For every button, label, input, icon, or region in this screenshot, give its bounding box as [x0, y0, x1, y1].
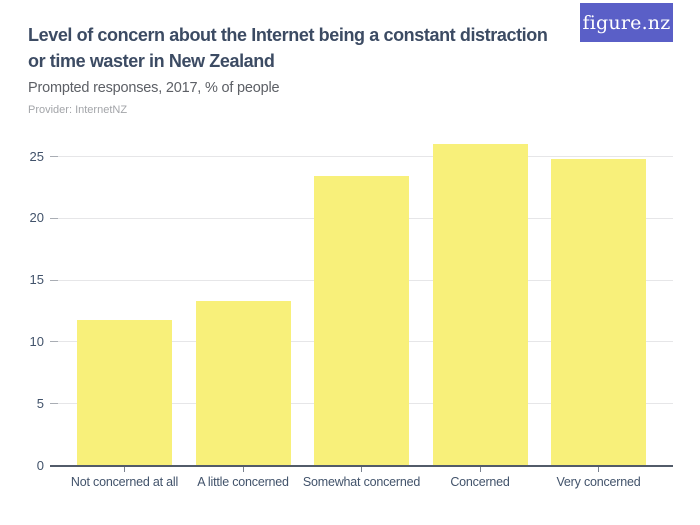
x-axis-line — [50, 464, 673, 467]
y-axis-label-25: 25 — [29, 148, 44, 164]
provider-label: Provider: InternetNZ — [28, 104, 128, 116]
x-axis-tick-0 — [124, 466, 125, 472]
figurenz-logo[interactable]: figure.nz — [580, 3, 673, 42]
y-axis-label-20: 20 — [29, 210, 44, 226]
chart-header: Level of concern about the Internet bein… — [28, 22, 588, 116]
chart-subtitle: Prompted responses, 2017, % of people — [28, 80, 280, 96]
figurenz-logo-text: figure.nz — [582, 11, 671, 34]
bar-concerned[interactable] — [432, 144, 528, 466]
y-axis-label-5: 5 — [36, 395, 44, 411]
y-axis-tick-20 — [50, 217, 58, 219]
y-axis-label-0: 0 — [36, 457, 44, 473]
y-axis-tick-10 — [50, 341, 58, 343]
bar-a-little-concerned[interactable] — [195, 301, 291, 466]
chart-title-line-1: Level of concern about the Internet bein… — [28, 25, 548, 45]
gridline-25 — [50, 156, 673, 157]
x-axis-tick-2 — [361, 466, 362, 472]
chart-title-line-2: or time waster in New Zealand — [28, 51, 275, 71]
bar-somewhat-concerned[interactable] — [314, 176, 409, 466]
x-axis-tick-1 — [242, 466, 244, 472]
x-axis-label-3: Concerned — [450, 475, 510, 489]
y-axis-tick-25 — [50, 156, 58, 157]
x-axis-tick-3 — [479, 466, 481, 472]
x-axis-label-1: A little concerned — [197, 475, 289, 489]
y-axis-tick-15 — [50, 279, 58, 281]
x-axis-tick-4 — [598, 466, 599, 472]
y-axis-tick-5 — [50, 403, 58, 405]
x-axis-label-0: Not concerned at all — [70, 475, 179, 489]
x-axis-label-4: Very concerned — [556, 475, 641, 489]
bar-very-concerned[interactable] — [551, 158, 646, 466]
y-axis-label-10: 10 — [29, 333, 44, 349]
bar-not-concerned-at-all[interactable] — [77, 319, 172, 466]
y-axis-label-15: 15 — [29, 272, 44, 288]
x-axis-label-2: Somewhat concerned — [302, 475, 421, 489]
